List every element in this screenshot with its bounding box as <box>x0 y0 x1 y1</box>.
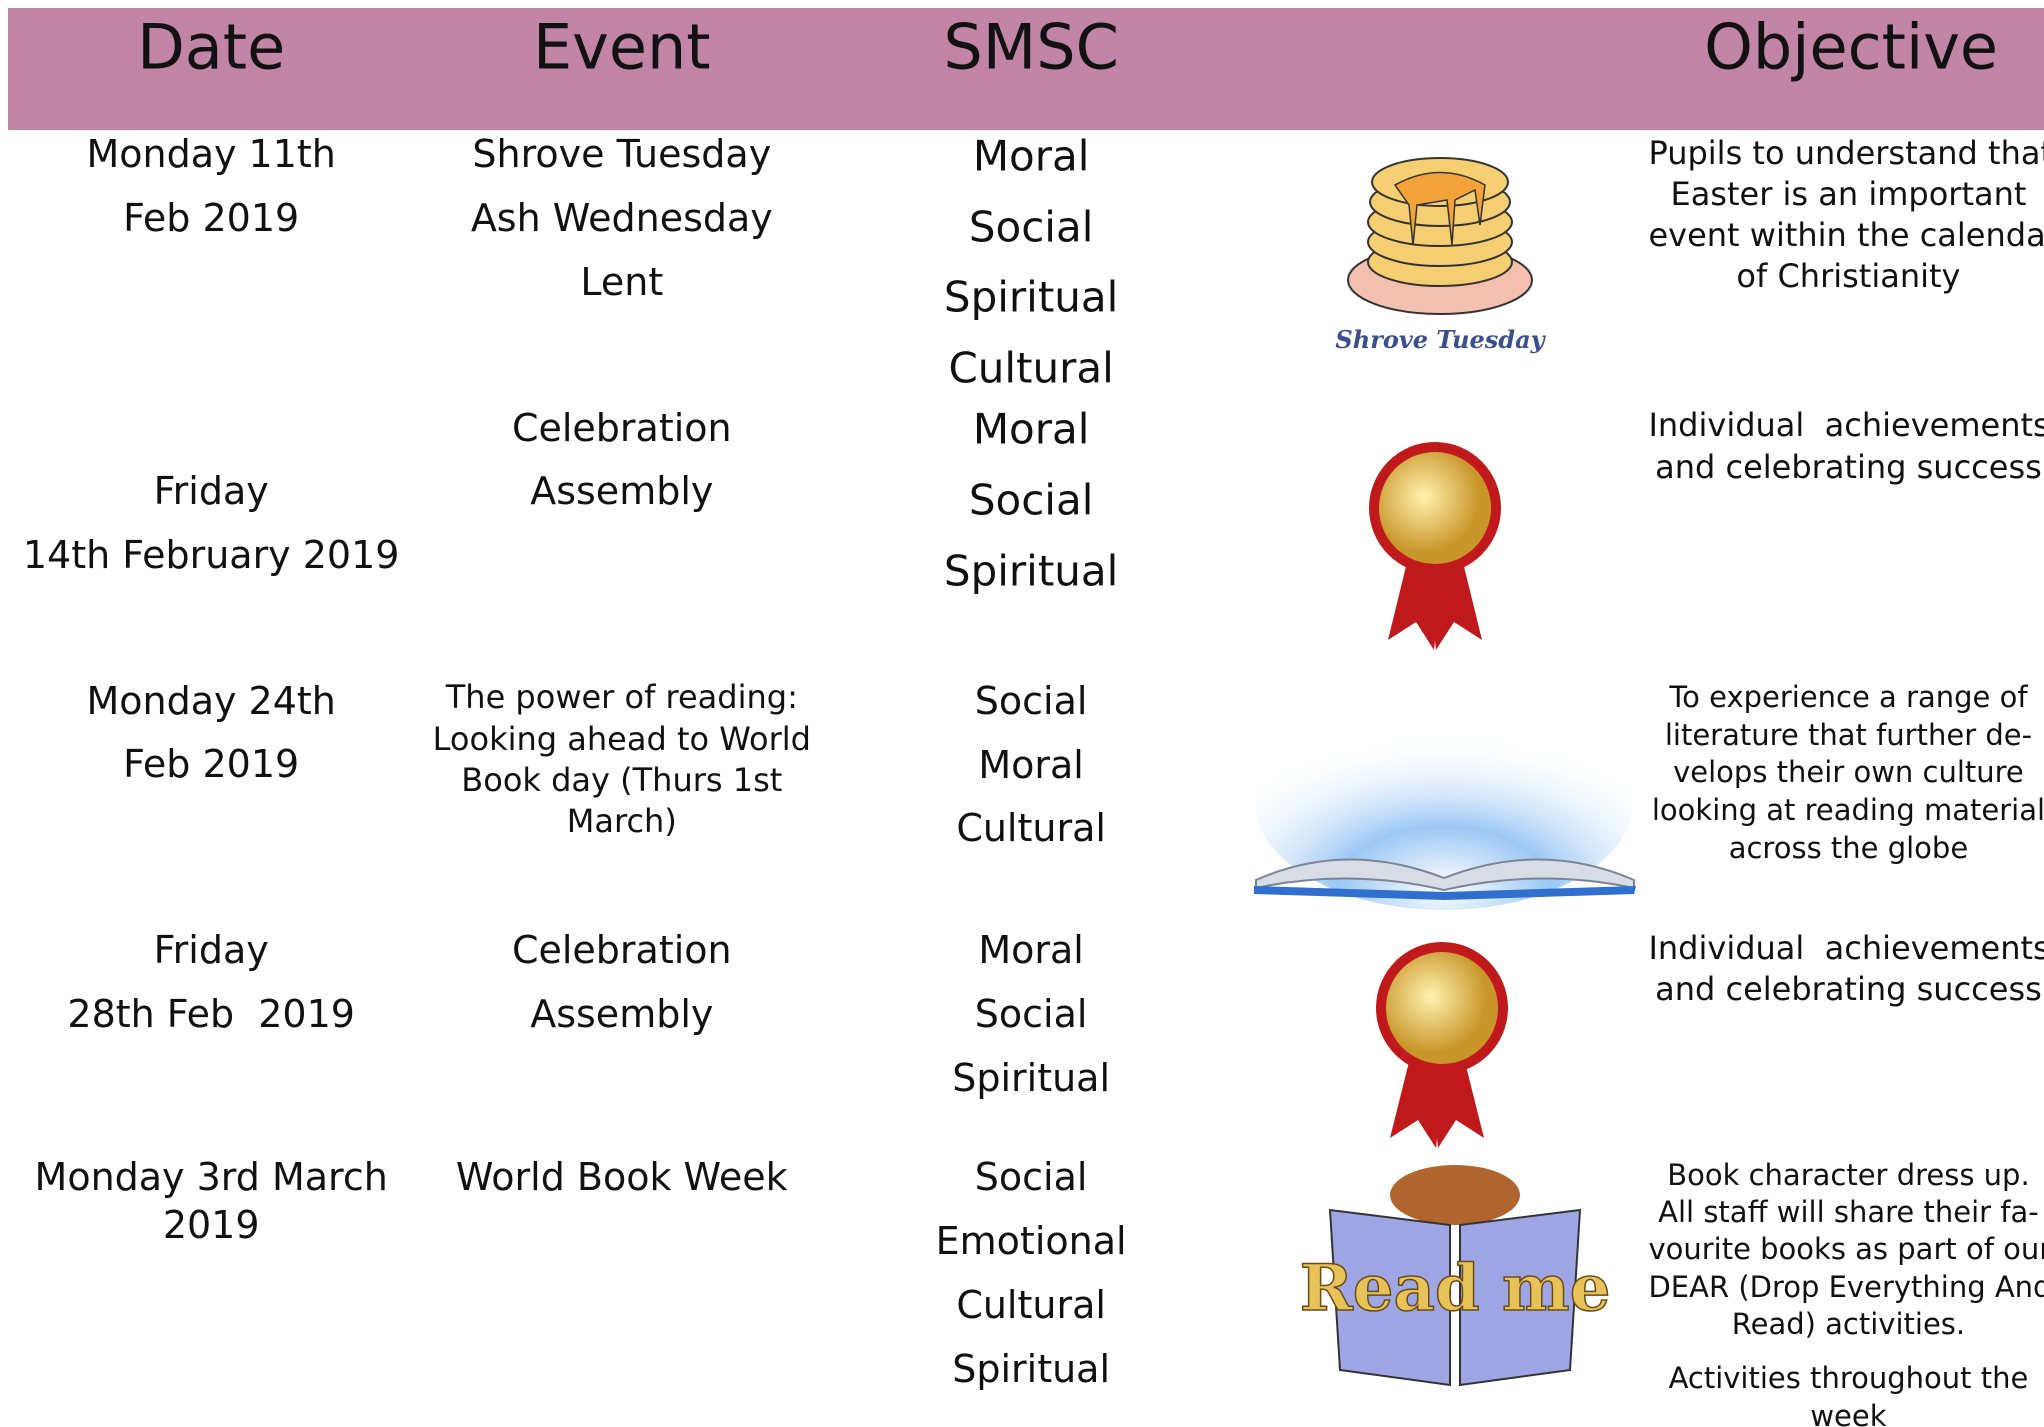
smsc-text: Social <box>974 992 1088 1037</box>
objective-text: Pupils to understand that <box>1648 133 2044 172</box>
date-text: 2019 <box>162 1203 260 1248</box>
smsc-text: Moral <box>978 742 1084 787</box>
pancake-icon: Shrove Tuesday <box>1335 157 1547 354</box>
event-text: Looking ahead to World <box>432 719 811 758</box>
event-text: Ash Wednesday <box>470 195 773 240</box>
smsc-text: Cultural <box>956 1282 1106 1327</box>
date-text: 14th February 2019 <box>22 533 400 578</box>
event-text: Celebration <box>511 405 732 450</box>
objective-text: and celebrating success <box>1655 970 2042 1009</box>
objective-note: week <box>1810 1398 1887 1427</box>
event-text: World Book Week <box>455 1155 788 1200</box>
objective-note: Activities throughout the <box>1668 1360 2029 1395</box>
date-text: 28th Feb 2019 <box>67 992 355 1037</box>
event-text: The power of reading: <box>445 678 798 717</box>
smsc-text: Social <box>968 202 1094 252</box>
objective-text: vourite books as part of our <box>1648 1232 2044 1267</box>
event-text: Shrove Tuesday <box>472 131 772 176</box>
date-text: Feb 2019 <box>123 741 300 786</box>
objective-text: DEAR (Drop Everything And <box>1648 1269 2044 1304</box>
event-text: March) <box>566 802 677 841</box>
column-header: Date <box>137 10 286 84</box>
date-text: Monday 3rd March <box>34 1155 388 1200</box>
column-header: SMSC <box>943 10 1119 84</box>
event-text: Assembly <box>530 469 714 514</box>
smsc-text: Cultural <box>948 343 1114 393</box>
date-text: Friday <box>153 928 269 973</box>
objective-text: and celebrating success <box>1655 447 2042 486</box>
date-text: Monday 24th <box>86 679 336 724</box>
date-text: Feb 2019 <box>123 195 300 240</box>
smsc-text: Cultural <box>956 805 1106 850</box>
smsc-text: Moral <box>978 928 1084 973</box>
objective-text: Read) activities. <box>1731 1307 1966 1342</box>
objective-text: velops their own culture <box>1673 755 2024 790</box>
objective-text: literature that further de- <box>1664 717 2033 752</box>
smsc-text: Spiritual <box>943 546 1119 596</box>
smsc-text: Spiritual <box>952 1056 1111 1101</box>
objective-text: across the globe <box>1728 830 1969 865</box>
date-text: Monday 11th <box>86 131 336 176</box>
rosette-icon <box>1376 942 1508 1148</box>
smsc-text: Spiritual <box>952 1346 1111 1391</box>
objective-text: Individual achievements <box>1648 405 2044 444</box>
image-caption: Shrove Tuesday <box>1335 325 1546 354</box>
objective-text: Individual achievements <box>1648 928 2044 967</box>
event-text: Celebration <box>511 928 732 973</box>
objective-text: To experience a range of <box>1669 680 2028 715</box>
column-header: Event <box>532 10 711 84</box>
rosette-icon <box>1369 442 1501 650</box>
smsc-text: Moral <box>972 131 1090 181</box>
objective-text: All staff will share their fa- <box>1658 1194 2039 1229</box>
smsc-text: Emotional <box>935 1219 1127 1263</box>
objective-text: event within the calendar <box>1648 215 2044 254</box>
objective-text: looking at reading material <box>1651 793 2044 828</box>
smsc-text: Social <box>968 475 1094 525</box>
smsc-text: Moral <box>972 404 1090 454</box>
event-text: Lent <box>580 259 664 304</box>
read-me-icon: Read me <box>1299 1165 1611 1387</box>
column-header: Objective <box>1704 10 1999 84</box>
date-text: Friday <box>153 469 269 514</box>
smsc-text: Spiritual <box>943 272 1119 322</box>
header-bar <box>8 8 2044 130</box>
smsc-text: Social <box>974 1155 1088 1200</box>
objective-text: of Christianity <box>1736 256 1961 295</box>
image-text: Read me <box>1300 1251 1611 1326</box>
objective-text: Book character dress up. <box>1667 1157 2030 1192</box>
event-text: Assembly <box>530 992 714 1037</box>
smsc-text: Social <box>974 679 1088 724</box>
event-text: Book day (Thurs 1st <box>461 761 783 800</box>
objective-text: Easter is an important <box>1670 174 2027 213</box>
book-icon <box>1254 690 1636 910</box>
